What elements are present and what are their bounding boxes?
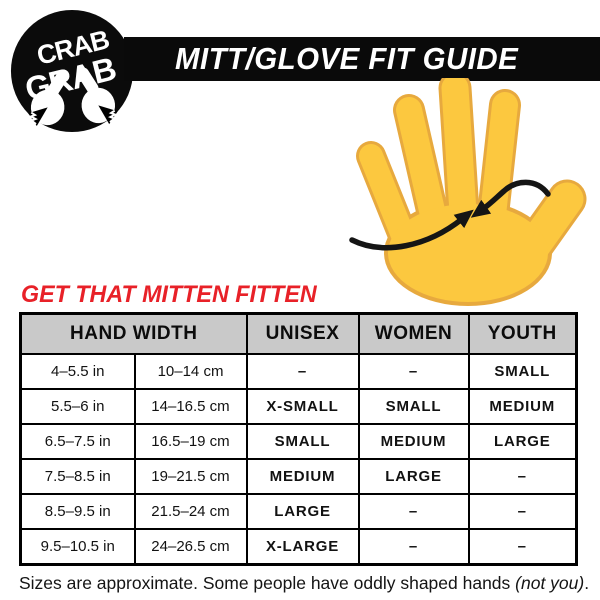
footnote-period: . [584,573,590,593]
section-heading: GET THAT MITTEN FITTEN [21,281,317,308]
cell-inches: 5.5–6 in [19,388,136,425]
col-header-hand-width: HAND WIDTH [19,312,248,355]
cell-women: MEDIUM [357,423,470,460]
crab-grab-logo-icon: CRAB GRAB [10,9,134,136]
cell-cm: 16.5–19 cm [133,423,248,460]
cell-cm: 24–26.5 cm [133,528,248,566]
title-banner: MITT/GLOVE FIT GUIDE [124,37,600,81]
cell-youth: – [467,458,578,495]
cell-cm: 14–16.5 cm [133,388,248,425]
cell-women: – [357,353,470,390]
cell-youth: MEDIUM [467,388,578,425]
page-title: MITT/GLOVE FIT GUIDE [175,41,519,76]
cell-unisex: X-SMALL [245,388,360,425]
table-row: 8.5–9.5 in 21.5–24 cm LARGE – – [19,493,578,530]
cell-women: – [357,493,470,530]
col-header-unisex: UNISEX [245,312,360,355]
footnote: Sizes are approximate. Some people have … [19,573,589,594]
cell-women: SMALL [357,388,470,425]
cell-youth: LARGE [467,423,578,460]
cell-cm: 21.5–24 cm [133,493,248,530]
cell-cm: 10–14 cm [133,353,248,390]
table-row: 6.5–7.5 in 16.5–19 cm SMALL MEDIUM LARGE [19,423,578,460]
cell-inches: 4–5.5 in [19,353,136,390]
col-header-women: WOMEN [357,312,470,355]
cell-unisex: SMALL [245,423,360,460]
open-hand-emoji-icon [356,78,587,306]
cell-women: LARGE [357,458,470,495]
hand-width-measure-arrow-icon [349,179,551,251]
cell-unisex: X-LARGE [245,528,360,566]
footnote-text: Sizes are approximate. Some people have … [19,573,516,593]
cell-inches: 6.5–7.5 in [19,423,136,460]
cell-youth: SMALL [467,353,578,390]
cell-women: – [357,528,470,566]
cell-cm: 19–21.5 cm [133,458,248,495]
hand-measure-graphic [349,78,587,306]
cell-inches: 9.5–10.5 in [19,528,136,566]
table-row: 5.5–6 in 14–16.5 cm X-SMALL SMALL MEDIUM [19,388,578,425]
cell-inches: 8.5–9.5 in [19,493,136,530]
fit-guide-table: HAND WIDTH UNISEX WOMEN YOUTH 4–5.5 in 1… [19,312,578,566]
cell-unisex: MEDIUM [245,458,360,495]
table-row: 9.5–10.5 in 24–26.5 cm X-LARGE – – [19,528,578,566]
table-row: 7.5–8.5 in 19–21.5 cm MEDIUM LARGE – [19,458,578,495]
table-header-row: HAND WIDTH UNISEX WOMEN YOUTH [19,312,578,355]
cell-inches: 7.5–8.5 in [19,458,136,495]
table-row: 4–5.5 in 10–14 cm – – SMALL [19,353,578,390]
cell-unisex: – [245,353,360,390]
cell-youth: – [467,493,578,530]
col-header-youth: YOUTH [467,312,578,355]
cell-youth: – [467,528,578,566]
footnote-aside: (not you) [515,573,585,593]
cell-unisex: LARGE [245,493,360,530]
